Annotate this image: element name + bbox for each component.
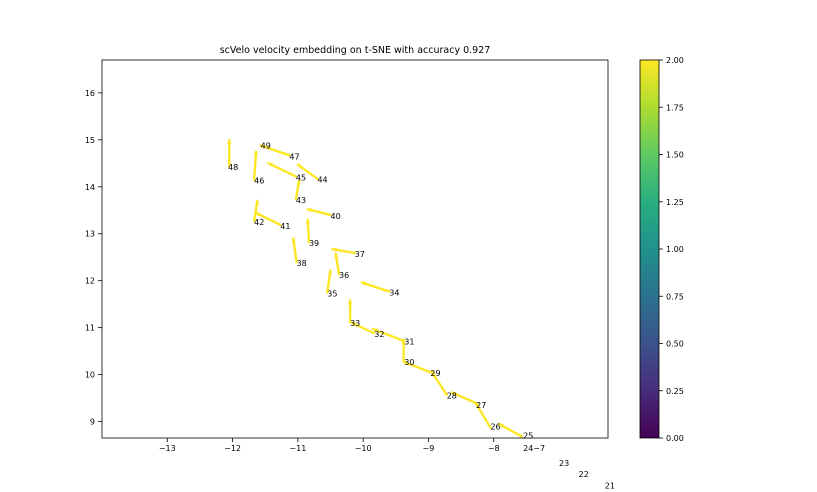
point-label: 42 xyxy=(254,218,264,227)
point-label: 48 xyxy=(228,163,238,172)
marks-layer xyxy=(227,138,524,438)
point-label: 29 xyxy=(430,369,440,378)
y-tick-label: 9 xyxy=(90,418,95,427)
velocity-arrow xyxy=(252,150,259,181)
colorbar-tick-label: 2.00 xyxy=(666,56,684,65)
y-tick-label: 12 xyxy=(85,277,95,286)
velocity-arrow xyxy=(252,199,259,223)
point-label-outside: 23 xyxy=(559,459,569,468)
colorbar-tick-label: 1.00 xyxy=(666,245,684,254)
point-label: 46 xyxy=(254,177,264,186)
colorbar-ticks: 0.00 0.25 0.50 0.75 1.00 1.25 1.50 1.75 2.00 xyxy=(659,56,684,443)
y-tick-label: 14 xyxy=(85,183,95,192)
x-tick-label: −12 xyxy=(224,444,241,453)
point-label: 31 xyxy=(404,338,414,347)
point-label-outside: 24−7 xyxy=(523,444,545,453)
point-label: 38 xyxy=(297,259,307,268)
point-label: 36 xyxy=(339,271,349,280)
point-label: 35 xyxy=(327,289,337,298)
colorbar-tick-label: 0.00 xyxy=(666,434,684,443)
velocity-arrow xyxy=(497,422,524,438)
point-label: 30 xyxy=(404,358,414,367)
point-label-outside: 22 xyxy=(579,470,589,479)
velocity-arrow xyxy=(402,360,432,374)
velocity-arrow xyxy=(347,299,353,324)
y-tick-label: 16 xyxy=(85,89,95,98)
velocity-arrow xyxy=(296,163,319,181)
colorbar-tick-label: 0.25 xyxy=(666,387,684,396)
y-tick-label: 10 xyxy=(85,371,95,380)
y-tick-label: 11 xyxy=(85,324,95,333)
point-label: 34 xyxy=(389,288,399,297)
x-tick-label: −9 xyxy=(423,444,435,453)
point-label: 43 xyxy=(296,196,306,205)
point-label: 41 xyxy=(280,222,290,231)
colorbar-tick-label: 1.50 xyxy=(666,151,684,160)
x-tick-label: −11 xyxy=(289,444,306,453)
velocity-arrow xyxy=(326,269,333,294)
velocity-arrow xyxy=(334,252,341,276)
point-label: 33 xyxy=(350,319,360,328)
point-label: 37 xyxy=(355,250,365,259)
velocity-arrow xyxy=(291,237,298,264)
velocity-arrow xyxy=(305,218,311,244)
x-tick-label: −8 xyxy=(488,444,500,453)
point-label: 39 xyxy=(309,239,319,248)
axes: −13 −12 −11 −10 −9 −8 9 10 11 12 13 14 15 16 xyxy=(85,89,500,453)
velocity-arrow xyxy=(331,247,356,255)
x-tick-label: −10 xyxy=(355,444,372,453)
point-label: 25 xyxy=(523,432,533,441)
plot-frame xyxy=(101,59,609,439)
colorbar-tick-label: 1.75 xyxy=(666,103,684,112)
colorbar-tick-label: 1.25 xyxy=(666,198,684,207)
velocity-arrow xyxy=(360,281,391,293)
point-label: 26 xyxy=(490,422,500,431)
velocity-arrow xyxy=(430,370,448,396)
velocity-arrow xyxy=(371,327,405,342)
point-label: 44 xyxy=(317,176,327,185)
point-label: 47 xyxy=(289,152,299,161)
chart-title: scVelo velocity embedding on t-SNE with … xyxy=(220,45,491,56)
y-tick-label: 15 xyxy=(85,136,95,145)
point-label: 49 xyxy=(261,141,271,150)
velocity-arrow xyxy=(450,391,479,405)
velocity-arrow xyxy=(227,138,232,168)
y-tick-label: 13 xyxy=(85,230,95,239)
point-label: 32 xyxy=(374,330,384,339)
point-label-outside: 21 xyxy=(605,481,615,490)
colorbar-gradient xyxy=(640,60,659,438)
velocity-arrow xyxy=(267,162,298,178)
point-label: 27 xyxy=(476,401,486,410)
colorbar-tick-label: 0.75 xyxy=(666,292,684,301)
x-tick-label: −13 xyxy=(159,444,176,453)
velocity-arrow xyxy=(294,179,301,201)
colorbar: 0.00 0.25 0.50 0.75 1.00 1.25 1.50 1.75 2.00 xyxy=(639,56,684,443)
point-label: 28 xyxy=(447,392,457,401)
velocity-arrow xyxy=(350,321,376,335)
colorbar-tick-label: 0.50 xyxy=(666,340,684,349)
point-label: 40 xyxy=(331,212,341,221)
velocity-arrow xyxy=(306,208,332,217)
point-label: 45 xyxy=(296,173,306,182)
velocity-arrow xyxy=(259,144,291,157)
